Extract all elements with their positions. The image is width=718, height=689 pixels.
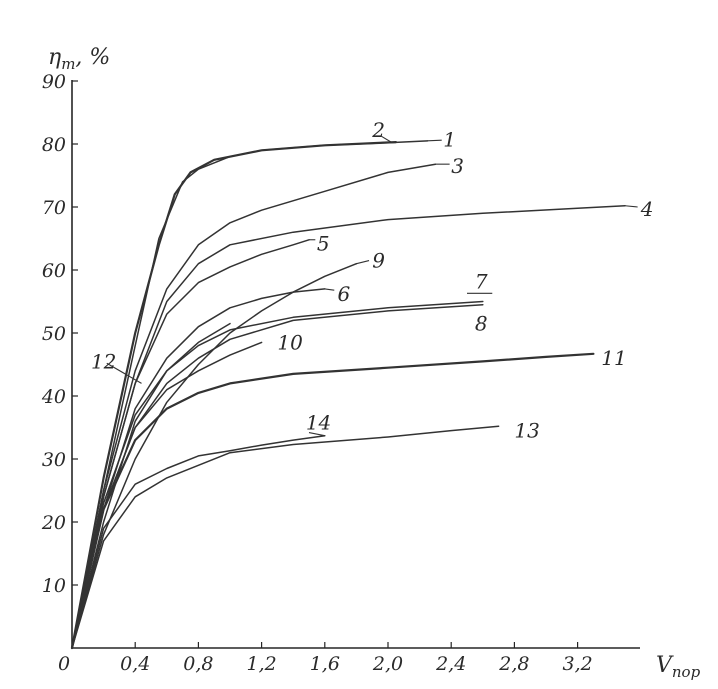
curve-label-4: 4 bbox=[640, 197, 654, 221]
curve-label-11: 11 bbox=[601, 346, 626, 370]
x-tick-label: 1,6 bbox=[310, 653, 340, 675]
leader-line-12 bbox=[106, 362, 142, 384]
curve-label-2: 2 bbox=[371, 118, 385, 142]
x-tick-label: 1,2 bbox=[246, 653, 276, 675]
leader-line-1 bbox=[427, 139, 442, 142]
curve-13 bbox=[71, 425, 500, 649]
curve-label-6: 6 bbox=[337, 282, 350, 306]
ticks: 0 0,4 0,8 1,2 1,6 2,0 2,4 2,8 3,2 10 20 30 40 50 60 70 8… bbox=[41, 71, 593, 675]
curve-label-13: 13 bbox=[514, 419, 539, 443]
x-tick-label: 2,0 bbox=[372, 653, 403, 675]
y-axis-label-main: η bbox=[48, 45, 61, 70]
x-tick-label: 2,8 bbox=[498, 653, 529, 675]
curve-label-8: 8 bbox=[475, 312, 488, 336]
y-tick-label: 50 bbox=[42, 323, 66, 345]
x-tick-label: 2,4 bbox=[435, 653, 466, 675]
curve-12 bbox=[71, 322, 231, 649]
y-tick-label: 80 bbox=[42, 134, 66, 156]
y-tick-label: 30 bbox=[42, 449, 66, 471]
y-tick-label: 60 bbox=[42, 260, 66, 282]
leader-line-6 bbox=[324, 288, 335, 291]
curve-label-7: 7 bbox=[475, 269, 488, 293]
y-axis-label: ηт, % bbox=[48, 45, 110, 73]
curve-3 bbox=[71, 163, 437, 649]
y-tick-label: 90 bbox=[42, 71, 66, 93]
x-tick-label: 0,8 bbox=[183, 653, 213, 675]
curve-7 bbox=[71, 300, 484, 649]
axes bbox=[71, 80, 640, 649]
x-axis-label-main: V bbox=[656, 653, 674, 678]
curves bbox=[70, 140, 626, 650]
curve-2 bbox=[70, 141, 397, 650]
x-tick-label: 0,4 bbox=[120, 653, 150, 675]
leader-line-4 bbox=[624, 205, 638, 208]
y-axis-label-unit: , % bbox=[75, 45, 110, 70]
curve-5 bbox=[71, 239, 310, 649]
curve-label-9: 9 bbox=[372, 249, 385, 273]
y-axis-label-sub: т bbox=[61, 55, 75, 73]
y-tick-label: 40 bbox=[41, 386, 66, 408]
curve-4 bbox=[71, 204, 626, 649]
curve-label-1: 1 bbox=[443, 128, 456, 152]
y-tick-label: 70 bbox=[42, 197, 66, 219]
curve-label-14: 14 bbox=[306, 410, 331, 434]
x-tick-label: 3,2 bbox=[562, 653, 592, 675]
leader-line-14 bbox=[308, 432, 325, 437]
y-tick-label: 20 bbox=[41, 512, 66, 534]
label-leaders bbox=[106, 135, 638, 437]
curve-14 bbox=[71, 434, 326, 649]
x-axis-label: Vпор bbox=[656, 653, 701, 681]
curve-label-10: 10 bbox=[277, 330, 303, 354]
x-axis-label-sub: пор bbox=[672, 663, 701, 681]
x-tick-label: 0 bbox=[58, 653, 70, 675]
curve-label-3: 3 bbox=[451, 154, 464, 178]
leader-line-2 bbox=[381, 135, 392, 143]
curve-11 bbox=[70, 352, 595, 650]
leader-line-9 bbox=[356, 260, 370, 265]
curve-label-12: 12 bbox=[91, 349, 116, 373]
curve-9 bbox=[71, 262, 358, 649]
curve-label-5: 5 bbox=[317, 232, 330, 256]
y-tick-label: 10 bbox=[42, 575, 66, 597]
curve-1 bbox=[71, 140, 429, 649]
